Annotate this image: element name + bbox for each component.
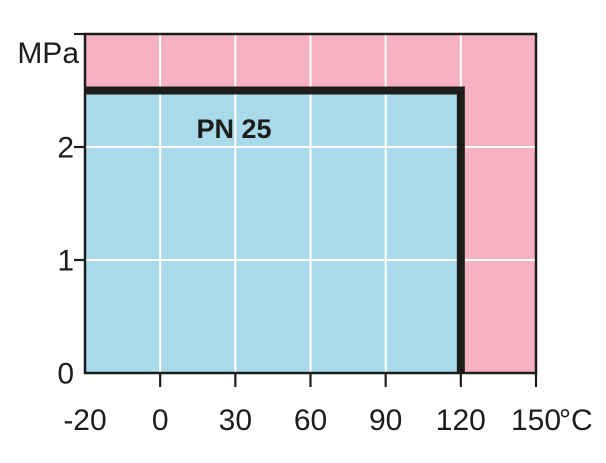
region-label: PN 25 [196, 114, 271, 144]
plot-border [83, 32, 538, 375]
rating-boundary-line [85, 86, 465, 374]
x-tick-label: 150 [511, 404, 561, 437]
x-axis-unit-label: °C [559, 404, 593, 437]
x-tick-label: 30 [219, 404, 252, 437]
x-tick-label: 90 [369, 404, 402, 437]
y-axis-unit-label: MPa [17, 37, 79, 70]
allowed-region [85, 90, 461, 373]
y-tick-label: 2 [57, 132, 74, 165]
y-tick-label: 0 [57, 358, 74, 391]
x-tick-label: 60 [294, 404, 327, 437]
x-tick-label: 0 [152, 404, 169, 437]
x-tick-label: 120 [436, 404, 486, 437]
x-tick-label: -20 [63, 404, 106, 437]
y-tick-label: 1 [57, 245, 74, 278]
